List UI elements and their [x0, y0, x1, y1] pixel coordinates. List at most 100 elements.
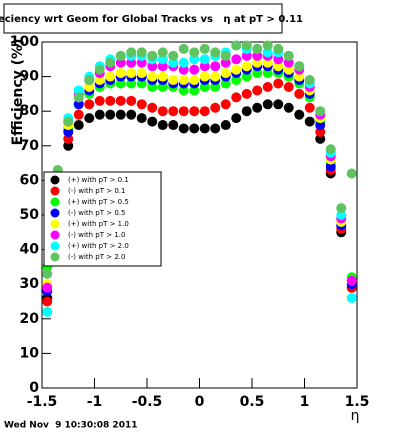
point	[94, 64, 105, 75]
legend-label: (+) with pT > 0.1	[68, 176, 129, 184]
point	[210, 123, 221, 134]
series	[42, 78, 357, 307]
point	[210, 61, 221, 72]
point	[73, 99, 84, 110]
point	[136, 78, 147, 89]
chart-title: Effeciency wrt Geom for Global Tracks vs…	[0, 14, 303, 25]
legend-label: (-) with pT > 1.0	[68, 231, 125, 239]
point	[115, 68, 126, 79]
y-axis-label: Efficiency (%)	[10, 39, 26, 146]
point	[252, 102, 263, 113]
point	[325, 161, 336, 172]
point	[42, 306, 53, 317]
point	[189, 85, 200, 96]
point	[115, 78, 126, 89]
point	[105, 71, 116, 82]
point	[136, 68, 147, 79]
legend-marker	[50, 208, 60, 218]
x-tick-label: -1	[87, 394, 103, 410]
point	[231, 54, 242, 65]
point	[126, 47, 137, 58]
legend-marker	[50, 175, 60, 185]
point	[262, 57, 273, 68]
point	[178, 64, 189, 75]
point	[147, 61, 158, 72]
series	[42, 99, 357, 304]
point	[147, 71, 158, 82]
point	[168, 120, 179, 131]
point	[157, 71, 168, 82]
x-tick-label: 1.5	[345, 394, 370, 410]
point	[315, 120, 326, 131]
point	[294, 71, 305, 82]
point	[231, 92, 242, 103]
point	[147, 81, 158, 92]
footer: Wed Nov 9 10:30:08 2011	[4, 421, 137, 431]
point	[241, 40, 252, 51]
point	[273, 78, 284, 89]
point	[136, 99, 147, 110]
y-tick-label: 70	[20, 138, 40, 154]
point	[262, 81, 273, 92]
legend-label: (+) with pT > 1.0	[68, 220, 129, 228]
x-tick-label: 0.5	[240, 394, 265, 410]
legend-label: (+) with pT > 2.0	[68, 242, 129, 250]
point	[262, 99, 273, 110]
point	[252, 57, 263, 68]
y-tick-label: 10	[20, 345, 40, 361]
point	[262, 68, 273, 79]
x-axis-label: η	[351, 408, 360, 424]
point	[147, 50, 158, 61]
point	[199, 71, 210, 82]
point	[178, 75, 189, 86]
point	[336, 203, 347, 214]
point	[283, 81, 294, 92]
point	[63, 140, 74, 151]
legend-label: (-) with pT > 0.5	[68, 209, 125, 217]
point	[115, 50, 126, 61]
point	[73, 109, 84, 120]
point	[136, 57, 147, 68]
point	[178, 106, 189, 117]
point	[252, 85, 263, 96]
legend-marker	[50, 241, 60, 251]
point	[157, 47, 168, 58]
y-tick-label: 20	[20, 311, 40, 327]
point	[199, 81, 210, 92]
y-tick-label: 30	[20, 276, 40, 292]
point	[220, 120, 231, 131]
point	[210, 102, 221, 113]
point	[252, 68, 263, 79]
point	[126, 68, 137, 79]
point	[178, 85, 189, 96]
point	[283, 102, 294, 113]
point	[304, 116, 315, 127]
point	[94, 109, 105, 120]
point	[178, 57, 189, 68]
point	[189, 106, 200, 117]
legend-marker	[50, 186, 60, 196]
point	[241, 61, 252, 72]
point	[168, 50, 179, 61]
point	[262, 40, 273, 51]
point	[231, 40, 242, 51]
point	[73, 92, 84, 103]
y-tick-label: 60	[20, 172, 40, 188]
point	[84, 75, 95, 86]
y-tick-label: 40	[20, 242, 40, 258]
point	[294, 61, 305, 72]
point	[210, 47, 221, 58]
point	[63, 126, 74, 137]
point	[252, 43, 263, 54]
legend-label: (-) with pT > 2.0	[68, 253, 125, 261]
point	[147, 116, 158, 127]
point	[220, 99, 231, 110]
point	[199, 61, 210, 72]
point	[157, 54, 168, 65]
point	[336, 210, 347, 220]
point	[210, 81, 221, 92]
point	[157, 61, 168, 72]
point	[189, 64, 200, 75]
point	[241, 71, 252, 82]
point	[252, 50, 263, 61]
